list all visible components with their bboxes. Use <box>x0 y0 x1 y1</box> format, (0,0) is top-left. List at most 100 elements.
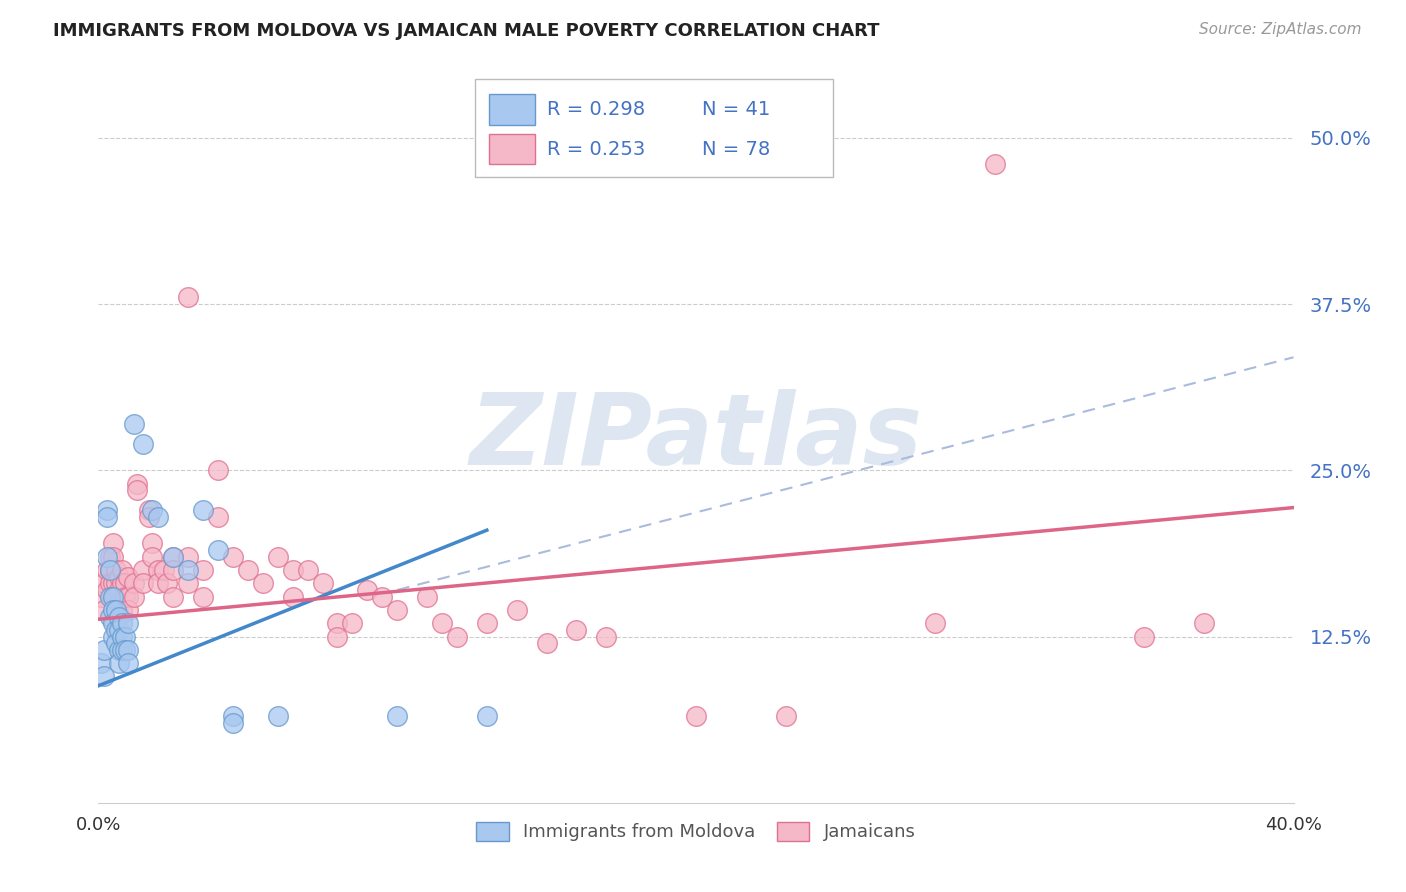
Point <box>103 603 125 617</box>
Point <box>98 590 122 604</box>
Point <box>475 709 498 723</box>
Point <box>111 616 134 631</box>
Point <box>207 509 229 524</box>
Point <box>371 590 394 604</box>
Point <box>132 563 155 577</box>
Point <box>105 563 128 577</box>
Point <box>924 616 946 631</box>
Point <box>252 576 274 591</box>
Point <box>108 643 131 657</box>
Point <box>162 549 184 564</box>
Point <box>114 630 136 644</box>
Point <box>111 563 134 577</box>
Point <box>162 590 184 604</box>
Point <box>416 590 439 604</box>
Point <box>475 616 498 631</box>
Point <box>105 590 128 604</box>
Point <box>108 582 131 597</box>
Point <box>117 603 139 617</box>
Point <box>124 417 146 431</box>
Point <box>90 590 112 604</box>
Point <box>191 590 214 604</box>
Point <box>191 503 214 517</box>
Point <box>506 603 529 617</box>
Point <box>98 563 122 577</box>
Point <box>127 476 149 491</box>
Point <box>141 536 163 550</box>
Point <box>114 576 136 591</box>
Point <box>111 643 134 657</box>
Point <box>148 576 170 591</box>
Point <box>93 643 115 657</box>
Point <box>595 630 617 644</box>
Point <box>105 603 128 617</box>
Point <box>342 616 364 631</box>
Point <box>105 636 128 650</box>
Text: N = 41: N = 41 <box>702 100 770 119</box>
Point <box>430 616 453 631</box>
Point <box>96 582 118 597</box>
Point <box>114 643 136 657</box>
Point <box>114 590 136 604</box>
Point <box>117 643 139 657</box>
Point <box>90 656 112 670</box>
Point <box>93 669 115 683</box>
Point <box>222 549 245 564</box>
Point <box>311 576 333 591</box>
Text: R = 0.253: R = 0.253 <box>547 140 645 159</box>
Point <box>141 549 163 564</box>
Point <box>156 576 179 591</box>
Text: N = 78: N = 78 <box>702 140 770 159</box>
Point <box>96 549 118 564</box>
Point <box>177 576 200 591</box>
Point <box>685 709 707 723</box>
Point <box>326 630 349 644</box>
Point <box>326 616 349 631</box>
Point <box>207 463 229 477</box>
Point <box>191 563 214 577</box>
Point <box>356 582 378 597</box>
Point <box>177 290 200 304</box>
Point <box>138 509 160 524</box>
Point <box>127 483 149 498</box>
Point <box>108 623 131 637</box>
Point <box>267 549 290 564</box>
Point <box>103 616 125 631</box>
Point <box>117 616 139 631</box>
Point <box>108 609 131 624</box>
Point <box>565 623 588 637</box>
Point <box>93 576 115 591</box>
Point <box>96 563 118 577</box>
Point <box>103 549 125 564</box>
Point <box>162 563 184 577</box>
Point <box>446 630 468 644</box>
Point <box>153 563 176 577</box>
Point <box>108 570 131 584</box>
Point <box>775 709 797 723</box>
Point <box>297 563 319 577</box>
Point <box>148 563 170 577</box>
Point <box>103 590 125 604</box>
Point <box>98 609 122 624</box>
Point <box>281 590 304 604</box>
Point <box>536 636 558 650</box>
Point <box>93 603 115 617</box>
Point <box>177 563 200 577</box>
FancyBboxPatch shape <box>489 134 534 164</box>
Point <box>1133 630 1156 644</box>
Point <box>148 509 170 524</box>
Point <box>111 576 134 591</box>
Legend: Immigrants from Moldova, Jamaicans: Immigrants from Moldova, Jamaicans <box>470 814 922 848</box>
Text: ZIPatlas: ZIPatlas <box>470 389 922 485</box>
Point <box>177 549 200 564</box>
Point <box>267 709 290 723</box>
Point <box>103 590 125 604</box>
Point <box>98 563 122 577</box>
Text: IMMIGRANTS FROM MOLDOVA VS JAMAICAN MALE POVERTY CORRELATION CHART: IMMIGRANTS FROM MOLDOVA VS JAMAICAN MALE… <box>53 22 880 40</box>
Point <box>117 570 139 584</box>
Text: R = 0.298: R = 0.298 <box>547 100 645 119</box>
Point <box>132 436 155 450</box>
Point <box>103 576 125 591</box>
Point <box>108 656 131 670</box>
Point <box>138 503 160 517</box>
